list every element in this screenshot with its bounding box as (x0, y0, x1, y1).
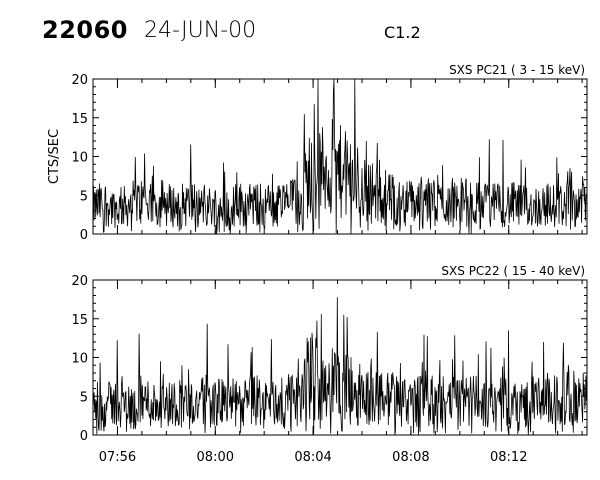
x-tick-label: 08:12 (490, 450, 527, 465)
series-line-2 (93, 297, 587, 435)
y-tick-label: 15 (71, 112, 88, 127)
y-tick-label: 0 (80, 228, 88, 243)
y-tick-label: 5 (80, 189, 88, 204)
y-tick-label: 5 (80, 390, 88, 405)
flare-class: C1.2 (384, 23, 421, 42)
x-tick-label: 08:04 (294, 450, 331, 465)
event-id: 22060 (42, 16, 128, 44)
x-tick-label: 08:08 (392, 450, 429, 465)
panel-title-2: SXS PC22 ( 15 - 40 keV) (441, 264, 585, 278)
y-tick-label: 0 (80, 429, 88, 444)
y-tick-label: 10 (71, 352, 88, 367)
x-tick-label: 07:56 (99, 450, 136, 465)
event-date: 24-JUN-00 (144, 18, 257, 43)
series-line-1 (93, 79, 587, 234)
panel-title-1: SXS PC21 ( 3 - 15 keV) (449, 63, 585, 77)
x-tick-label: 08:00 (197, 450, 234, 465)
y-tick-label: 15 (71, 313, 88, 328)
y-tick-label: 10 (71, 151, 88, 166)
y-tick-label: 20 (71, 73, 88, 88)
y-axis-label: CTS/SEC (47, 129, 62, 184)
y-tick-label: 20 (71, 274, 88, 289)
